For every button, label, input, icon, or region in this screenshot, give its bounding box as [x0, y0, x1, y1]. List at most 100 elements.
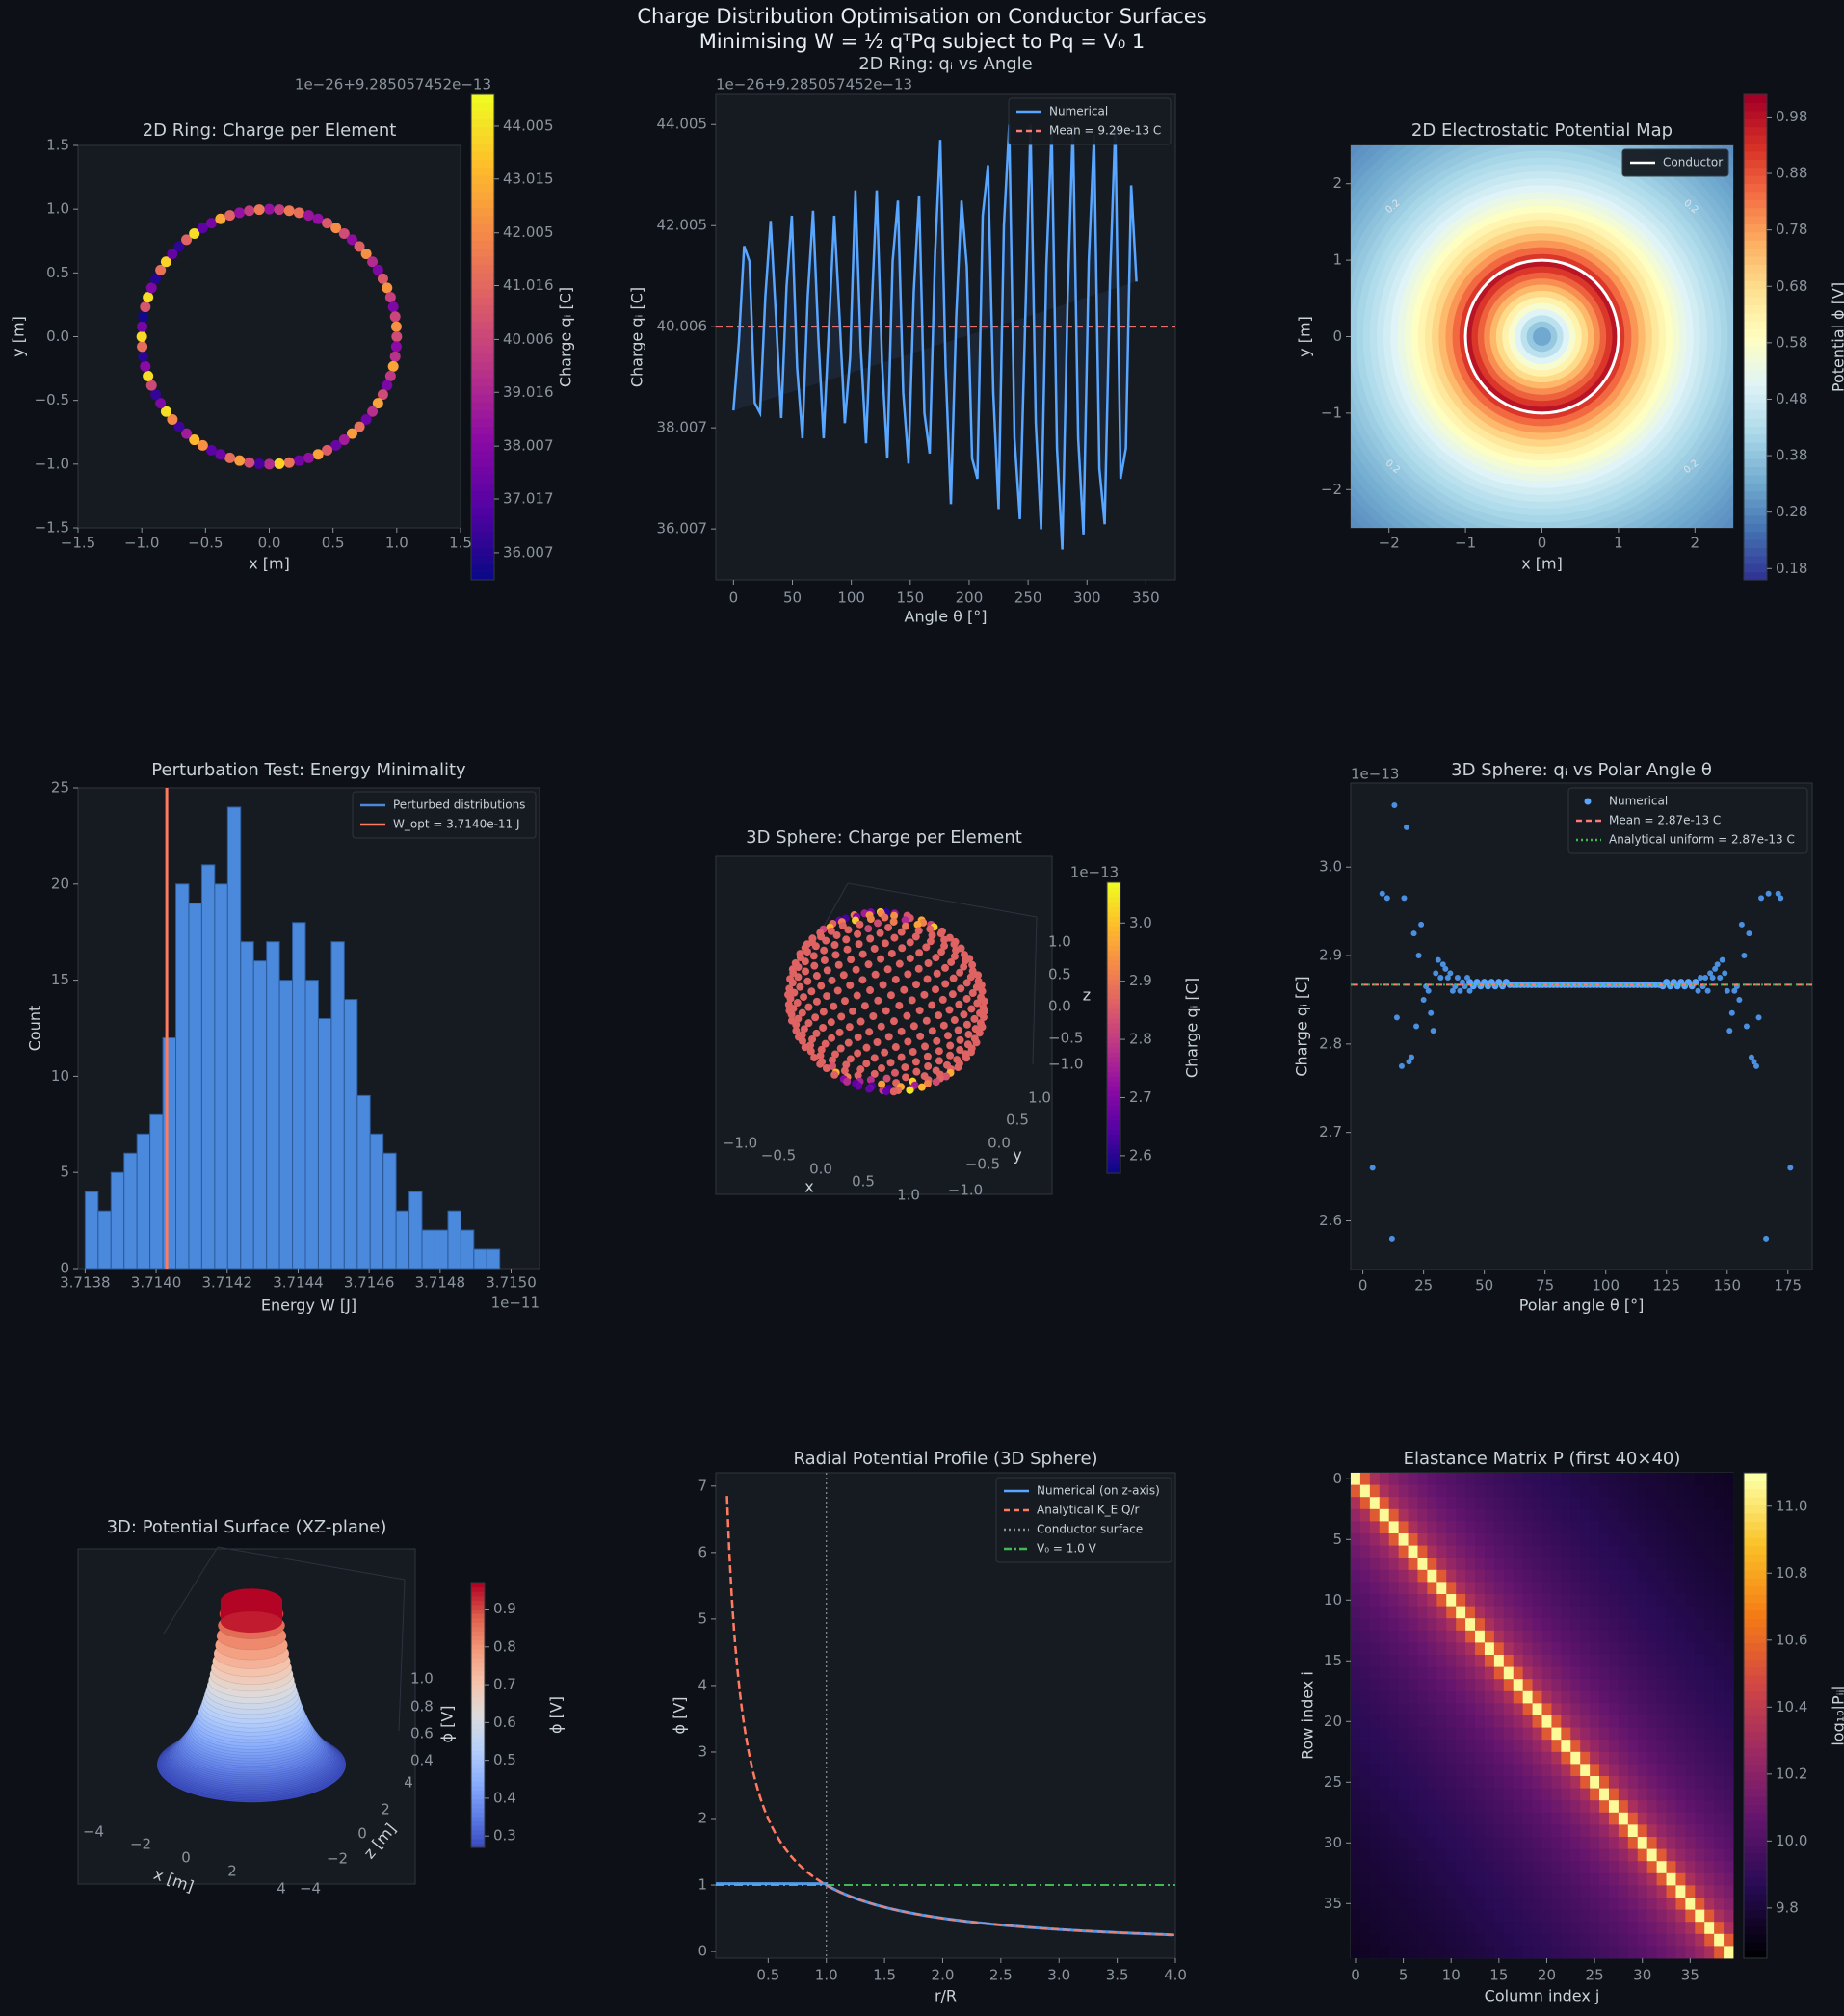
matrix-cell: [1456, 1898, 1466, 1910]
matrix-cell: [1704, 1740, 1715, 1753]
matrix-cell: [1427, 1558, 1437, 1571]
matrix-cell: [1646, 1848, 1657, 1862]
matrix-cell: [1379, 1545, 1390, 1558]
ring-point: [145, 282, 157, 294]
data-point: [1717, 975, 1724, 981]
colorbar-segment: [471, 191, 494, 200]
matrix-cell: [1388, 1521, 1400, 1534]
matrix-cell: [1484, 1751, 1495, 1765]
histogram-bar: [84, 1191, 99, 1270]
matrix-cell: [1580, 1642, 1591, 1656]
y-tick-label: 36.007: [657, 520, 708, 537]
colorbar-segment: [1107, 911, 1120, 917]
colorbar-tick-label: 43.015: [503, 170, 554, 187]
matrix-cell: [1541, 1715, 1552, 1728]
matrix-cell: [1666, 1872, 1676, 1886]
matrix-cell: [1618, 1569, 1629, 1583]
colorbar-segment: [1744, 1675, 1767, 1684]
matrix-cell: [1561, 1848, 1571, 1862]
sphere-point: [897, 928, 906, 936]
legend-label: Analytical K_E Q/r: [1037, 1504, 1139, 1517]
matrix-cell: [1465, 1690, 1476, 1704]
matrix-cell: [1714, 1473, 1725, 1485]
ring-point: [338, 227, 350, 239]
sphere-point: [871, 970, 880, 979]
colorbar-segment: [471, 1631, 485, 1636]
matrix-cell: [1398, 1788, 1409, 1801]
matrix-cell: [1618, 1909, 1629, 1923]
sphere-point: [834, 960, 843, 969]
matrix-cell: [1675, 1558, 1686, 1571]
matrix-cell: [1513, 1703, 1524, 1716]
z-tick-label: 0.8: [410, 1698, 434, 1715]
matrix-cell: [1513, 1933, 1524, 1947]
histogram-bar: [447, 1210, 461, 1270]
matrix-cell: [1675, 1521, 1686, 1534]
matrix-cell: [1561, 1922, 1571, 1935]
matrix-cell: [1704, 1484, 1715, 1498]
ring-point: [150, 273, 162, 284]
y-tick-label: −1.5: [35, 519, 69, 537]
matrix-cell: [1513, 1630, 1524, 1643]
sphere-point: [955, 1000, 963, 1008]
ring-point: [244, 205, 255, 217]
matrix-cell: [1646, 1558, 1657, 1571]
colorbar-segment: [471, 1790, 485, 1795]
matrix-cell: [1484, 1533, 1495, 1546]
matrix-cell: [1590, 1727, 1600, 1741]
sphere-point: [935, 1011, 943, 1020]
matrix-cell: [1417, 1922, 1428, 1935]
matrix-cell: [1417, 1764, 1428, 1777]
matrix-cell: [1551, 1594, 1562, 1607]
matrix-cell: [1637, 1642, 1648, 1656]
data-point: [1449, 987, 1456, 994]
matrix-cell: [1561, 1703, 1571, 1716]
colorbar-segment: [1107, 993, 1120, 1000]
matrix-cell: [1561, 1727, 1571, 1741]
matrix-cell: [1398, 1885, 1409, 1898]
matrix-cell: [1695, 1824, 1705, 1838]
matrix-cell: [1493, 1533, 1505, 1546]
matrix-cell: [1618, 1484, 1629, 1498]
matrix-cell: [1398, 1594, 1409, 1607]
matrix-cell: [1695, 1508, 1705, 1522]
panel-title: Radial Potential Profile (3D Sphere): [793, 1449, 1097, 1469]
colorbar-segment: [471, 175, 494, 184]
matrix-cell: [1656, 1909, 1667, 1923]
colorbar-segment: [471, 555, 494, 564]
matrix-cell: [1359, 1946, 1371, 1959]
matrix-cell: [1666, 1642, 1676, 1656]
matrix-cell: [1561, 1679, 1571, 1692]
matrix-cell: [1618, 1861, 1629, 1874]
matrix-cell: [1351, 1848, 1361, 1862]
matrix-cell: [1475, 1666, 1486, 1680]
sphere-point: [810, 1054, 819, 1062]
matrix-cell: [1436, 1666, 1447, 1680]
matrix-cell: [1714, 1898, 1725, 1910]
matrix-cell: [1675, 1727, 1686, 1741]
sphere-point: [819, 1008, 828, 1016]
data-point: [1787, 1165, 1794, 1171]
matrix-cell: [1714, 1690, 1725, 1704]
colorbar-segment: [1107, 1110, 1120, 1116]
matrix-cell: [1599, 1558, 1610, 1571]
matrix-cell: [1408, 1521, 1418, 1534]
matrix-cell: [1541, 1533, 1552, 1546]
sphere-point: [876, 929, 884, 937]
x-tick-label: 3.5: [1106, 1967, 1129, 1984]
sphere-point: [968, 988, 977, 997]
matrix-cell: [1522, 1788, 1533, 1801]
matrix-cell: [1637, 1630, 1648, 1643]
matrix-cell: [1561, 1606, 1571, 1619]
colorbar-segment: [1744, 175, 1767, 184]
matrix-cell: [1580, 1484, 1591, 1498]
matrix-cell: [1427, 1909, 1437, 1923]
analytical-overlay: [725, 1496, 1175, 1936]
matrix-cell: [1685, 1569, 1696, 1583]
matrix-cell: [1446, 1909, 1457, 1923]
sphere-point: [978, 1023, 987, 1032]
matrix-cell: [1724, 1715, 1734, 1728]
matrix-cell: [1590, 1545, 1600, 1558]
